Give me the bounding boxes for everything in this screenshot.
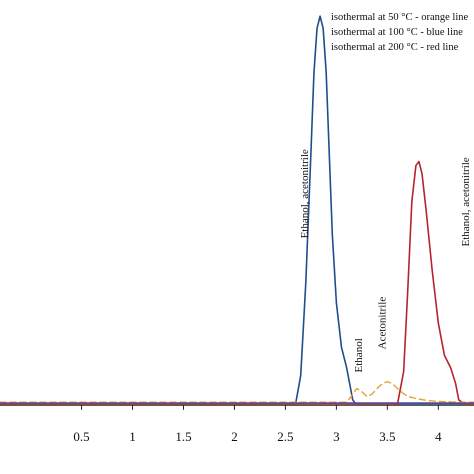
x-axis-ticks: 0.5 1 1.5 2 2.5 3 3.5 4: [73, 405, 442, 444]
peak-annotation-3: Ethanol, acetonitrile: [460, 157, 472, 246]
x-tick-label-0: 0.5: [73, 429, 89, 444]
legend-entry-orange: isothermal at 50 °C - orange line: [331, 12, 469, 23]
x-tick-label-4: 2.5: [277, 429, 293, 444]
x-tick-label-6: 3.5: [379, 429, 395, 444]
peak-annotation-2: Acetonitrile: [376, 297, 388, 350]
x-tick-label-2: 1.5: [175, 429, 191, 444]
x-tick-label-7: 4: [435, 429, 442, 444]
series-line-2: [0, 380, 474, 403]
x-tick-label-5: 3: [333, 429, 340, 444]
legend-entry-red: isothermal at 200 °C - red line: [331, 42, 459, 53]
peak-annotations: Ethanol, acetonitrile Ethanol Acetonitrile…: [299, 149, 472, 372]
x-tick-label-1: 1: [129, 429, 136, 444]
peak-annotation-0: Ethanol, acetonitrile: [299, 149, 311, 238]
series-layer: [0, 15, 474, 405]
legend-entry-blue: isothermal at 100 °C - blue line: [331, 27, 463, 38]
peak-annotation-1: Ethanol: [353, 338, 365, 372]
legend: isothermal at 50 °C - orange line isothe…: [331, 12, 469, 53]
series-line-1: [0, 160, 474, 405]
x-tick-label-3: 2: [231, 429, 238, 444]
series-line-0: [0, 15, 474, 405]
